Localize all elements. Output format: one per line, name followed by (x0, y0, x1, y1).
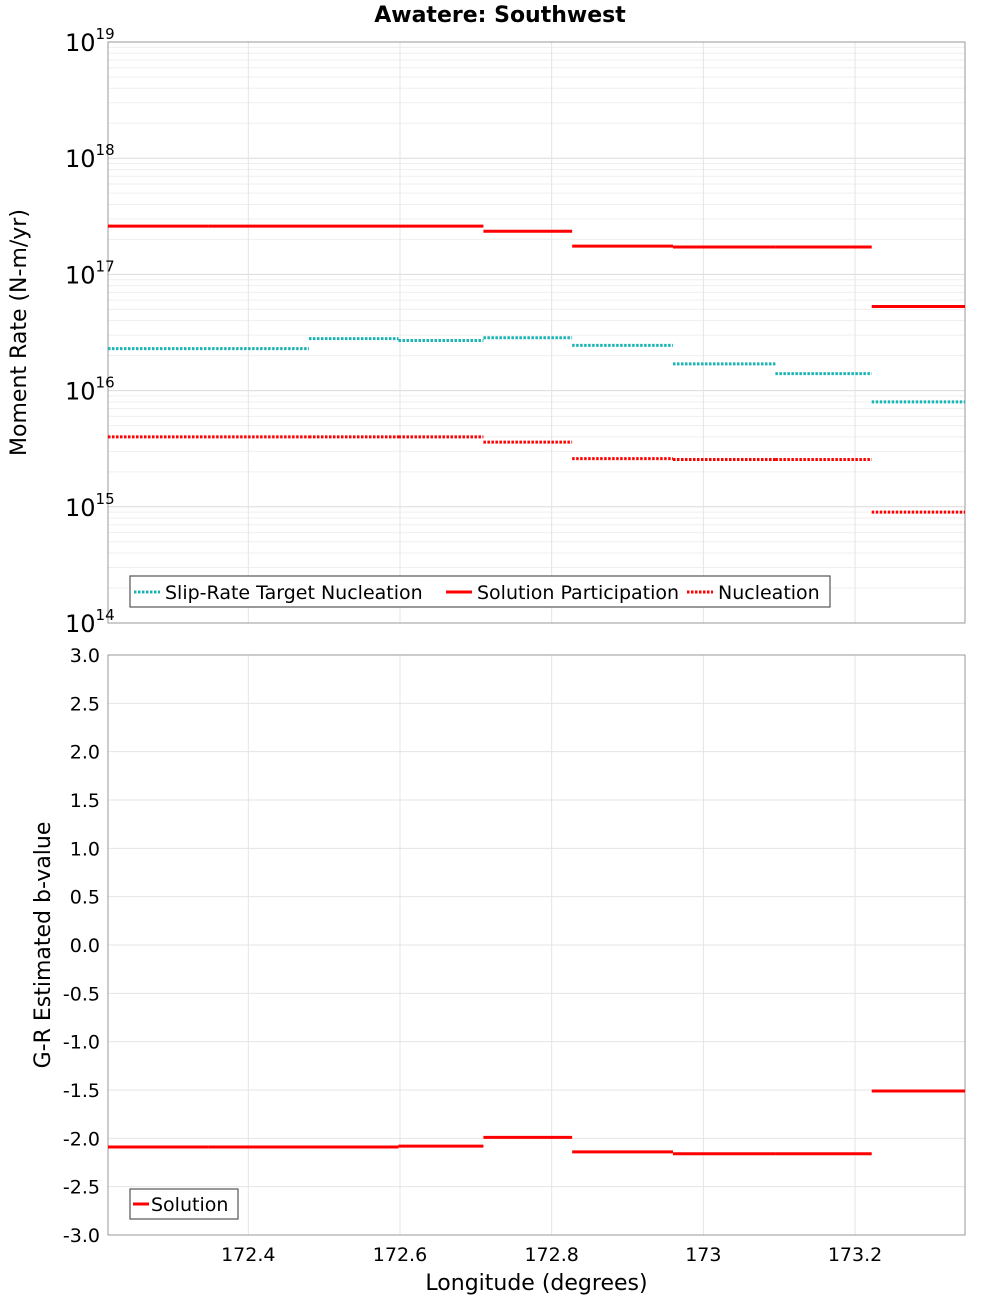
y-tick-label: -3.0 (63, 1225, 100, 1247)
bottom-y-axis-label: G-R Estimated b-value (31, 822, 56, 1069)
y-tick-label: 1.5 (70, 790, 100, 812)
y-tick-base: 10 (65, 145, 96, 173)
bottom-panel: 3.0 2.5 2.0 1.5 1.0 0.5 0.0 -0.5 -1.0 -1.5 -2.0 -2.… (31, 645, 966, 1296)
x-tick-label: 173 (685, 1244, 721, 1266)
y-tick-exponent: 18 (96, 141, 115, 159)
y-tick-base: 10 (65, 494, 96, 522)
series-solution (108, 1089, 965, 1156)
y-tick-label: 2.5 (70, 693, 100, 715)
series-nucleation (108, 435, 965, 514)
y-tick-exponent: 16 (96, 374, 115, 392)
y-tick-label: 1016 (65, 374, 115, 406)
top-legend: Slip-Rate Target Nucleation Solution Part… (129, 575, 831, 608)
y-tick-label: 1015 (65, 490, 115, 522)
series-solution-participation (108, 224, 965, 308)
x-tick-label: 172.4 (221, 1244, 275, 1266)
y-tick-label: -2.0 (63, 1128, 100, 1150)
y-tick-label: 1017 (65, 257, 115, 289)
x-tick-label: 172.6 (373, 1244, 427, 1266)
y-tick-label: 0.5 (70, 887, 100, 909)
legend-label: Slip-Rate Target Nucleation (165, 582, 423, 604)
y-tick-exponent: 14 (96, 606, 115, 624)
y-tick-exponent: 15 (96, 490, 115, 508)
y-tick-base: 10 (65, 261, 96, 289)
y-tick-label: 0.0 (70, 935, 100, 957)
y-tick-label: 1014 (65, 606, 115, 638)
legend-label: Nucleation (718, 582, 820, 604)
bottom-legend: Solution (129, 1188, 239, 1220)
y-tick-exponent: 17 (96, 257, 115, 275)
y-tick-label: 3.0 (70, 645, 100, 667)
y-tick-base: 10 (65, 610, 96, 638)
legend-label: Solution Participation (477, 582, 679, 604)
y-tick-label: 2.0 (70, 742, 100, 764)
x-tick-label: 172.8 (524, 1244, 578, 1266)
y-tick-label: 1.0 (70, 838, 100, 860)
top-plot-frame (107, 41, 966, 624)
y-tick-label: -2.5 (63, 1177, 100, 1199)
bottom-plot-frame (107, 654, 966, 1236)
chart-title: Awatere: Southwest (374, 3, 626, 28)
x-axis-label: Longitude (degrees) (425, 1271, 647, 1296)
y-tick-label: -1.5 (63, 1080, 100, 1102)
y-tick-label: -0.5 (63, 983, 100, 1005)
y-tick-label: 1019 (65, 25, 115, 57)
y-tick-label: 1018 (65, 141, 115, 173)
legend-box (129, 575, 831, 608)
x-tick-label: 173.2 (828, 1244, 882, 1266)
y-tick-base: 10 (65, 378, 96, 406)
y-tick-label: -1.0 (63, 1032, 100, 1054)
legend-label: Solution (151, 1194, 228, 1216)
y-tick-exponent: 19 (96, 25, 115, 43)
y-tick-base: 10 (65, 29, 96, 57)
top-y-axis-label: Moment Rate (N-m/yr) (7, 209, 32, 456)
series-slip-rate-target-nucleation (108, 336, 965, 404)
